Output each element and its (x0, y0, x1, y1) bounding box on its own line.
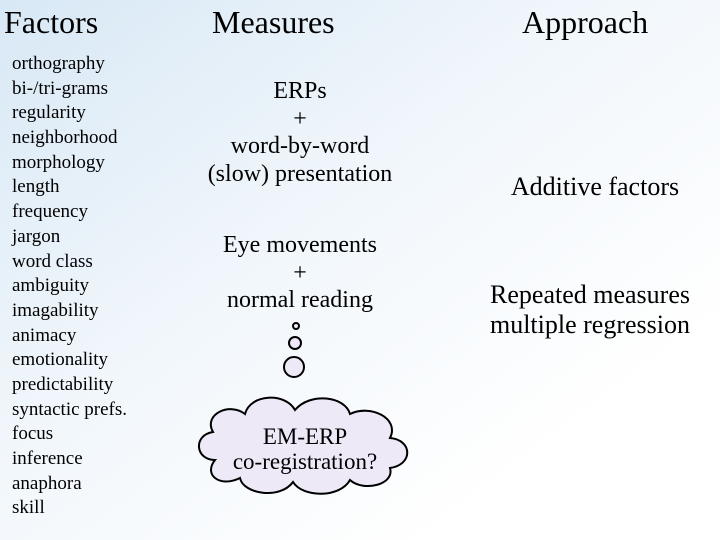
factor-item: emotionality (12, 348, 127, 373)
approach-additive: Additive factors (470, 172, 720, 202)
measures-line: Eye movements (180, 232, 420, 260)
factors-list: orthography bi-/tri-grams regularity nei… (12, 52, 127, 521)
factor-item: orthography (12, 52, 127, 77)
header-approach: Approach (522, 4, 648, 41)
factor-item: neighborhood (12, 126, 127, 151)
factor-item: frequency (12, 200, 127, 225)
header-measures: Measures (212, 4, 335, 41)
factor-item: predictability (12, 373, 127, 398)
factor-item: syntactic prefs. (12, 398, 127, 423)
factor-item: focus (12, 422, 127, 447)
approach-line: Additive factors (470, 172, 720, 202)
thought-bubble-medium (288, 336, 302, 350)
factor-item: skill (12, 496, 127, 521)
measures-line: ERPs (180, 78, 420, 106)
header-factors: Factors (4, 4, 98, 41)
factor-item: imagability (12, 299, 127, 324)
factor-item: length (12, 175, 127, 200)
measures-line: (slow) presentation (180, 161, 420, 189)
factor-item: animacy (12, 324, 127, 349)
factor-item: morphology (12, 151, 127, 176)
factor-item: inference (12, 447, 127, 472)
approach-line: multiple regression (460, 310, 720, 340)
measures-block-eyemovements: Eye movements + normal reading (180, 232, 420, 315)
cloud-em-erp: EM-ERP co-registration? (185, 380, 425, 500)
cloud-line: EM-ERP (185, 424, 425, 449)
measures-line: word-by-word (180, 133, 420, 161)
cloud-text: EM-ERP co-registration? (185, 424, 425, 475)
factor-item: regularity (12, 101, 127, 126)
thought-bubble-small (292, 322, 300, 330)
factor-item: anaphora (12, 472, 127, 497)
factor-item: jargon (12, 225, 127, 250)
factor-item: bi-/tri-grams (12, 77, 127, 102)
cloud-line: co-registration? (185, 449, 425, 474)
measures-line: + (180, 260, 420, 288)
measures-line: normal reading (180, 287, 420, 315)
approach-line: Repeated measures (460, 280, 720, 310)
thought-bubble-large (283, 356, 305, 378)
approach-repeated: Repeated measures multiple regression (460, 280, 720, 340)
factor-item: ambiguity (12, 274, 127, 299)
measures-block-erps: ERPs + word-by-word (slow) presentation (180, 78, 420, 188)
factor-item: word class (12, 250, 127, 275)
measures-line: + (180, 106, 420, 134)
